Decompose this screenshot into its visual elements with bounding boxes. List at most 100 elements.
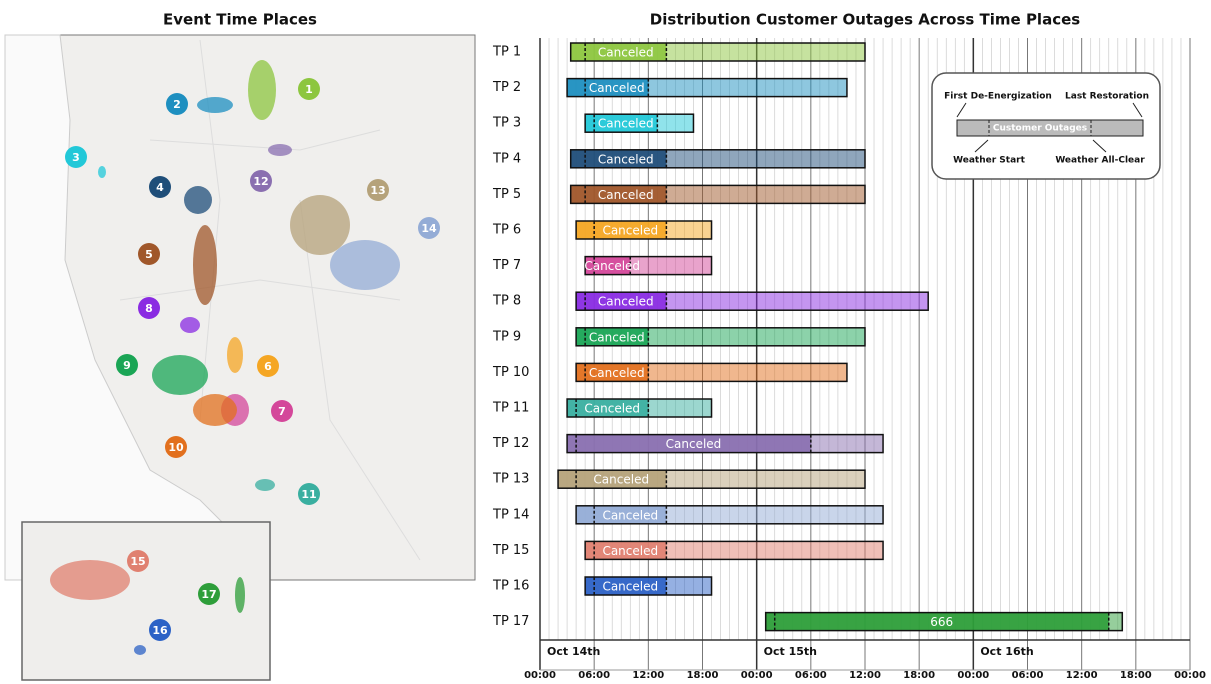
bar-label: Canceled: [593, 473, 649, 487]
outage-area: [180, 317, 200, 333]
map-marker: [257, 355, 279, 377]
category-label: TP 4: [492, 151, 521, 166]
bar-label: Canceled: [584, 402, 640, 416]
weather-segment: [576, 505, 667, 524]
x-tick-label: 12:00: [1066, 670, 1098, 681]
bar-outline: [566, 77, 848, 98]
marker-label: 17: [201, 588, 216, 601]
marker-label: 14: [421, 222, 437, 235]
marker-label: 11: [301, 488, 316, 501]
bar-outline: [575, 220, 713, 240]
outage-area: [330, 240, 400, 290]
outage-area: [184, 186, 212, 214]
category-label: TP 1: [492, 45, 521, 60]
bar-label: Canceled: [589, 366, 645, 380]
bar-label: Canceled: [602, 508, 658, 522]
x-tick-label: 00:00: [741, 670, 773, 681]
category-label: TP 13: [492, 472, 529, 487]
outage-area: [152, 355, 208, 395]
weather-segment: [585, 577, 667, 595]
marker-label: 12: [253, 175, 268, 188]
weather-segment: [765, 612, 1109, 631]
outage-area: [193, 394, 237, 426]
bar-label: Canceled: [589, 81, 645, 95]
legend-arrows: [956, 102, 1143, 153]
bar-outline: [764, 611, 1124, 632]
marker-label: 2: [173, 98, 181, 111]
map-marker: [298, 78, 320, 100]
map-marker: [138, 297, 160, 319]
date-label: Oct 15th: [764, 645, 817, 658]
category-label: TP 17: [492, 614, 529, 629]
weather-segment: [576, 221, 667, 239]
outage-area: [255, 479, 275, 491]
x-tick-label: 00:00: [1174, 670, 1206, 681]
map-marker: [149, 176, 171, 198]
inset-frame: [21, 521, 271, 681]
marker-label: 4: [156, 181, 164, 194]
bar-label: Canceled: [584, 259, 640, 273]
x-tick-label: 18:00: [687, 670, 719, 681]
bar-label: Canceled: [602, 224, 658, 238]
category-label: TP 9: [492, 329, 521, 344]
map-marker: [298, 483, 320, 505]
weather-segment: [570, 185, 667, 204]
map-marker: [138, 243, 160, 265]
x-tick-label: 00:00: [524, 670, 556, 681]
bar-label: Canceled: [598, 117, 654, 131]
bar-outline: [569, 42, 866, 62]
category-label: TP 5: [492, 187, 521, 202]
marker-label: 13: [370, 184, 385, 197]
category-label: TP 6: [492, 223, 521, 238]
weather-segment: [576, 327, 649, 346]
category-label: TP 16: [492, 579, 529, 594]
category-label: TP 11: [492, 401, 529, 416]
weather-segment: [570, 43, 667, 61]
legend-bar: [956, 119, 1144, 137]
legend: First De-Energization Last Restoration C…: [931, 72, 1161, 180]
marker-label: 3: [72, 151, 80, 164]
map-marker: [367, 179, 389, 201]
outage-area: [268, 144, 292, 156]
weather-segment: [576, 292, 667, 311]
bar-outline: [575, 291, 929, 311]
x-tick-label: 12:00: [632, 670, 664, 681]
bar-label: Canceled: [666, 437, 722, 451]
category-label: TP 7: [492, 258, 521, 273]
map-marker: [250, 170, 272, 192]
bar-label: 666: [930, 615, 953, 629]
map-marker: [166, 93, 188, 115]
map-marker: [127, 550, 149, 572]
bar-label: Canceled: [602, 544, 658, 558]
map-marker: [418, 217, 440, 239]
marker-label: 15: [130, 555, 145, 568]
bar-label: Canceled: [602, 580, 658, 594]
bar-outline: [566, 398, 713, 418]
legend-text: Weather All-Clear: [1055, 156, 1145, 166]
legend-text: First De-Energization: [944, 92, 1052, 102]
marker-label: 7: [278, 405, 286, 418]
marker-label: 6: [264, 360, 272, 373]
bar-label: Canceled: [598, 152, 654, 166]
category-label: TP 14: [492, 507, 529, 522]
legend-text: Weather Start: [953, 156, 1025, 166]
category-label: TP 15: [492, 543, 529, 558]
bar-outline: [584, 113, 695, 133]
x-tick-label: 12:00: [849, 670, 881, 681]
bar-outline: [557, 469, 866, 489]
weather-segment: [567, 399, 649, 417]
bar-outline: [569, 149, 866, 169]
x-tick-label: 18:00: [903, 670, 935, 681]
legend-text: Customer Outages: [993, 124, 1087, 134]
x-tick-label: 06:00: [1012, 670, 1044, 681]
map-title: Event Time Places: [163, 11, 317, 29]
category-label: TP 12: [492, 436, 529, 451]
map-marker: [116, 354, 138, 376]
outage-area: [197, 97, 233, 113]
bar-outline: [584, 255, 713, 276]
bar-outline: [575, 362, 848, 383]
date-label: Oct 16th: [980, 645, 1033, 658]
marker-label: 16: [152, 624, 168, 637]
outage-area: [227, 337, 243, 373]
outage-area: [98, 166, 106, 178]
